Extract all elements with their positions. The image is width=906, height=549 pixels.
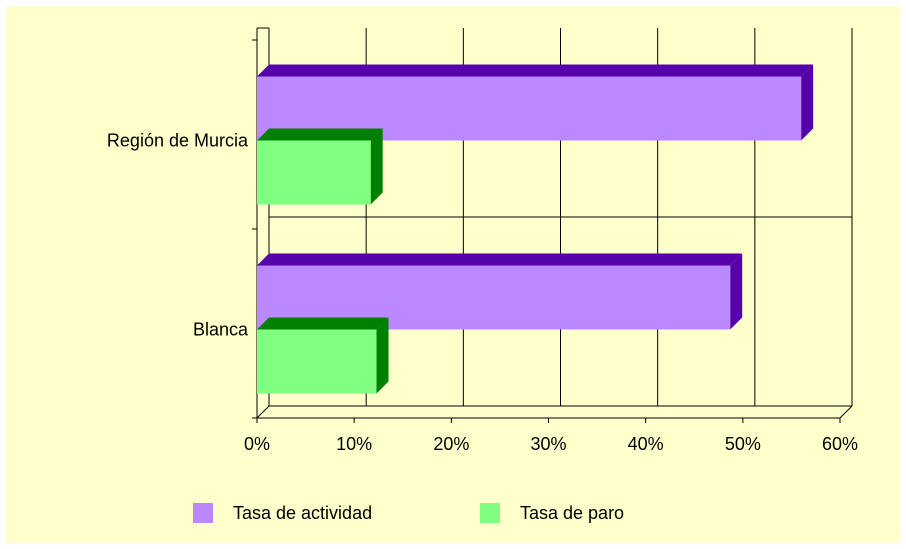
x-tick-label-6: 60%: [822, 434, 858, 454]
x-tick-label-1: 10%: [336, 434, 372, 454]
category-label-1: Blanca: [193, 320, 249, 340]
bar-side-0-0: [801, 64, 814, 141]
legend-label-1: Tasa de paro: [520, 503, 624, 523]
bar-side-1-1: [376, 317, 389, 394]
bar-top-0-0: [257, 64, 814, 77]
bar-top-1-1: [257, 317, 389, 330]
floor-right-edge: [839, 405, 853, 419]
bar-0-1: [257, 140, 371, 205]
legend-label-0: Tasa de actividad: [233, 503, 372, 523]
category-label-0: Región de Murcia: [107, 131, 249, 151]
bar-side-0-1: [370, 128, 383, 205]
legend-swatch-1: [480, 503, 500, 523]
legend-swatch-0: [193, 503, 213, 523]
bar-top-1-0: [257, 253, 743, 266]
bar-top-0-1: [257, 128, 383, 141]
x-tick-label-5: 50%: [725, 434, 761, 454]
bar-1-1: [257, 329, 377, 394]
floor-left-edge: [256, 405, 270, 419]
x-tick-label-3: 30%: [530, 434, 566, 454]
x-tick-label-0: 0%: [244, 434, 270, 454]
bar-side-1-0: [730, 253, 743, 330]
x-tick-label-4: 40%: [628, 434, 664, 454]
x-tick-label-2: 20%: [433, 434, 469, 454]
